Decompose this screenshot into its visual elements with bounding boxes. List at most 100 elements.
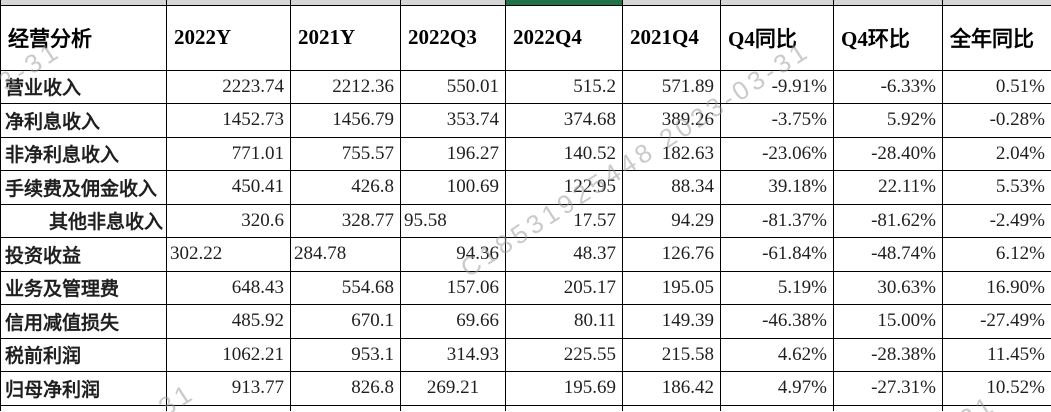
cell[interactable]: 320.6 (166, 203, 291, 238)
cell[interactable]: 515.2 (505, 69, 623, 104)
cell[interactable] (622, 404, 721, 411)
cell[interactable]: 16.90% (942, 270, 1051, 305)
cell[interactable]: -6.33% (833, 69, 943, 104)
row-label[interactable]: 归母净利润 (0, 371, 167, 406)
cell[interactable]: 284.78 (290, 237, 401, 272)
cell[interactable]: 1452.73 (166, 103, 291, 138)
column-header-q4-yoy[interactable]: Q4同比 (720, 4, 834, 71)
cell[interactable] (0, 404, 167, 411)
cell[interactable]: -81.37% (720, 203, 834, 238)
cell[interactable]: 2223.74 (166, 69, 291, 104)
cell[interactable]: 554.68 (290, 270, 401, 305)
row-label[interactable]: 营业收入 (0, 69, 167, 104)
cell[interactable]: 95.58 (400, 203, 506, 238)
cell[interactable]: 2212.36 (290, 69, 401, 104)
row-label[interactable]: 税前利润 (0, 337, 167, 372)
cell[interactable]: 571.89 (622, 69, 721, 104)
cell[interactable]: 648.43 (166, 270, 291, 305)
cell[interactable]: 48.37 (505, 237, 623, 272)
cell[interactable]: 550.01 (400, 69, 506, 104)
cell[interactable]: 0.51% (942, 69, 1051, 104)
header-analysis[interactable]: 经营分析 (0, 4, 167, 71)
cell[interactable]: 195.05 (622, 270, 721, 305)
column-header-2022q4[interactable]: 2022Q4 (505, 4, 623, 71)
column-header-2021y[interactable]: 2021Y (290, 4, 401, 71)
cell[interactable] (720, 404, 834, 411)
cell[interactable]: 205.17 (505, 270, 623, 305)
cell[interactable]: -3.75% (720, 103, 834, 138)
cell[interactable]: 88.34 (622, 170, 721, 205)
cell[interactable]: 11.45% (942, 337, 1051, 372)
cell[interactable]: 826.8 (290, 371, 401, 406)
cell[interactable]: 22.11% (833, 170, 943, 205)
cell[interactable] (400, 404, 506, 411)
cell[interactable] (942, 404, 1051, 411)
cell[interactable]: 157.06 (400, 270, 506, 305)
cell[interactable]: -61.84% (720, 237, 834, 272)
column-header-fullyear-yoy[interactable]: 全年同比 (942, 4, 1051, 71)
cell[interactable]: -0.28% (942, 103, 1051, 138)
cell[interactable]: 1456.79 (290, 103, 401, 138)
cell[interactable]: 94.36 (400, 237, 506, 272)
cell[interactable]: 913.77 (166, 371, 291, 406)
row-label[interactable]: 投资收益 (0, 237, 167, 272)
cell[interactable] (290, 404, 401, 411)
cell[interactable]: -2.49% (942, 203, 1051, 238)
cell[interactable]: -27.31% (833, 371, 943, 406)
cell[interactable]: 269.21 (400, 371, 506, 406)
cell[interactable]: 215.58 (622, 337, 721, 372)
cell[interactable] (166, 404, 291, 411)
cell[interactable]: 755.57 (290, 136, 401, 171)
cell[interactable]: 426.8 (290, 170, 401, 205)
row-label[interactable]: 非净利息收入 (0, 136, 167, 171)
cell[interactable]: 353.74 (400, 103, 506, 138)
cell[interactable]: 94.29 (622, 203, 721, 238)
row-label[interactable]: 业务及管理费 (0, 270, 167, 305)
cell[interactable]: 314.93 (400, 337, 506, 372)
cell[interactable]: 1062.21 (166, 337, 291, 372)
cell[interactable]: 196.27 (400, 136, 506, 171)
cell[interactable]: 302.22 (166, 237, 291, 272)
cell[interactable]: 389.26 (622, 103, 721, 138)
column-header-2022y[interactable]: 2022Y (166, 4, 291, 71)
cell[interactable]: 4.62% (720, 337, 834, 372)
cell[interactable]: 5.19% (720, 270, 834, 305)
cell[interactable]: 182.63 (622, 136, 721, 171)
column-header-2022q3[interactable]: 2022Q3 (400, 4, 506, 71)
cell[interactable]: 39.18% (720, 170, 834, 205)
cell[interactable]: 126.76 (622, 237, 721, 272)
cell[interactable]: 2.04% (942, 136, 1051, 171)
row-label[interactable]: 手续费及佣金收入 (0, 170, 167, 205)
cell[interactable]: 670.1 (290, 304, 401, 339)
cell[interactable]: 5.53% (942, 170, 1051, 205)
cell[interactable]: 17.57 (505, 203, 623, 238)
cell[interactable]: 450.41 (166, 170, 291, 205)
cell[interactable]: 30.63% (833, 270, 943, 305)
cell[interactable]: 10.52% (942, 371, 1051, 406)
cell[interactable]: 953.1 (290, 337, 401, 372)
cell[interactable]: -23.06% (720, 136, 834, 171)
cell[interactable]: 374.68 (505, 103, 623, 138)
cell[interactable]: -46.38% (720, 304, 834, 339)
row-label[interactable]: 其他非息收入 (0, 203, 167, 238)
cell[interactable]: 80.11 (505, 304, 623, 339)
cell[interactable]: 225.55 (505, 337, 623, 372)
cell[interactable]: 100.69 (400, 170, 506, 205)
cell[interactable]: 140.52 (505, 136, 623, 171)
cell[interactable]: 4.97% (720, 371, 834, 406)
cell[interactable]: -28.38% (833, 337, 943, 372)
cell[interactable]: -9.91% (720, 69, 834, 104)
cell[interactable]: 6.12% (942, 237, 1051, 272)
cell[interactable]: 195.69 (505, 371, 623, 406)
cell[interactable]: 771.01 (166, 136, 291, 171)
cell[interactable]: 186.42 (622, 371, 721, 406)
cell[interactable]: 69.66 (400, 304, 506, 339)
cell[interactable]: -81.62% (833, 203, 943, 238)
cell[interactable]: 15.00% (833, 304, 943, 339)
cell[interactable]: 122.95 (505, 170, 623, 205)
cell[interactable]: -48.74% (833, 237, 943, 272)
row-label[interactable]: 净利息收入 (0, 103, 167, 138)
cell[interactable]: 328.77 (290, 203, 401, 238)
cell[interactable]: 485.92 (166, 304, 291, 339)
column-header-2021q4[interactable]: 2021Q4 (622, 4, 721, 71)
